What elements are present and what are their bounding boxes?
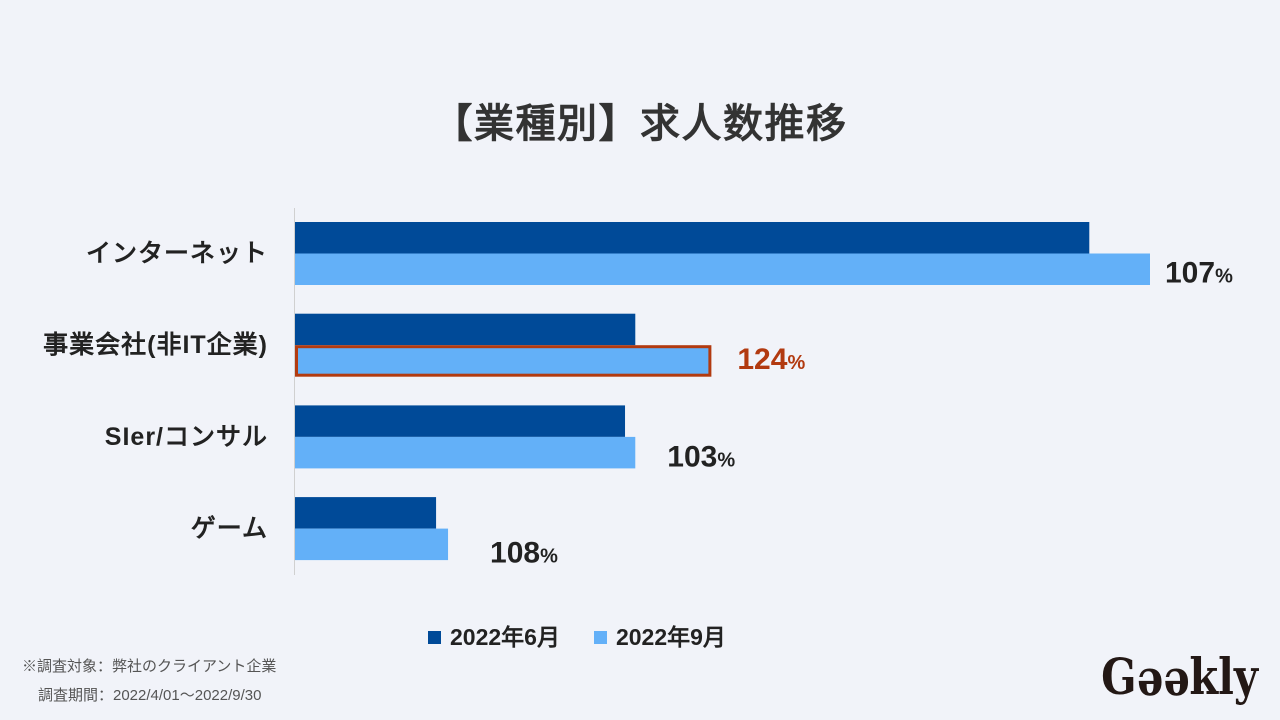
logo-letter: l	[1218, 647, 1234, 706]
logo-letter: e	[1162, 657, 1190, 716]
bar-series-2	[295, 253, 1150, 285]
data-label-unit: %	[540, 545, 558, 567]
data-label-unit: %	[787, 352, 805, 374]
data-label-unit: %	[717, 450, 735, 472]
bar-series-1	[295, 222, 1090, 254]
data-label: 108%	[490, 536, 558, 569]
category-label: インターネット	[86, 240, 268, 268]
data-label: 103%	[667, 441, 735, 474]
logo-letter: e	[1136, 657, 1163, 716]
data-label-value: 107	[1165, 256, 1215, 289]
logo-letter: y	[1233, 647, 1258, 706]
legend-item: 2022年9月	[593, 624, 726, 650]
bar-series-2	[295, 528, 449, 561]
legend-item: 2022年6月	[428, 624, 560, 650]
data-label: 124%	[737, 343, 805, 376]
logo-letter: G	[1101, 647, 1137, 706]
bar-series-1	[295, 313, 636, 346]
bar-series-2	[295, 436, 636, 469]
data-labels: 107%124%103%108%	[490, 256, 1233, 569]
data-label: 107%	[1165, 256, 1233, 289]
bar-series-1	[295, 497, 437, 529]
legend-swatch	[593, 630, 607, 644]
category-label: ゲーム	[191, 515, 268, 543]
data-label-value: 103	[667, 441, 717, 474]
category-label: 事業会社(非IT企業)	[43, 330, 268, 359]
legend-label: 2022年9月	[615, 624, 726, 650]
logo-letter: k	[1189, 647, 1219, 706]
legend-swatch	[428, 630, 441, 644]
geekly-logo: Geekly	[1101, 647, 1258, 717]
chart-title: 【業種別】求人数推移	[432, 102, 848, 146]
legend: 2022年6月 2022年9月	[428, 624, 726, 650]
bars	[295, 222, 1150, 561]
category-label: SIer/コンサル	[105, 423, 268, 451]
data-label-unit: %	[1215, 265, 1233, 287]
footnotes: ※調査対象：弊社のクライアント企業 調査期間：2022/4/01～2022/9/…	[22, 652, 276, 710]
data-label-value: 124	[737, 343, 787, 376]
footnote-survey-period: 調査期間：2022/4/01～2022/9/30	[38, 687, 262, 704]
highlighted-bar	[295, 345, 712, 377]
legend-label: 2022年6月	[450, 624, 560, 650]
data-label-value: 108	[490, 536, 540, 569]
footnote-survey-target: ※調査対象：弊社のクライアント企業	[22, 658, 277, 675]
bar-series-1	[295, 405, 626, 437]
